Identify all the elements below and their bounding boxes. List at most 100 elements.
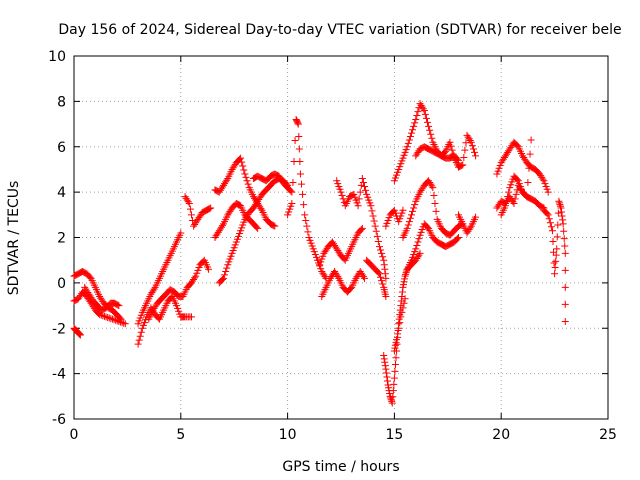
data-point — [542, 182, 550, 190]
data-point — [426, 126, 434, 134]
data-point — [505, 188, 513, 196]
series-arc-o — [318, 268, 368, 300]
data-point — [112, 316, 120, 324]
data-point — [236, 230, 244, 238]
data-point — [398, 209, 406, 217]
data-point — [307, 239, 315, 247]
data-point — [503, 197, 511, 205]
data-point — [393, 340, 401, 348]
data-point — [187, 313, 195, 321]
data-point — [380, 351, 388, 359]
data-point — [395, 165, 403, 173]
data-point — [96, 311, 104, 319]
data-point — [193, 269, 201, 277]
data-point — [383, 219, 391, 227]
x-tick-label: 10 — [279, 427, 297, 443]
data-point — [352, 196, 360, 204]
data-point — [392, 354, 400, 362]
data-point — [381, 358, 389, 366]
data-point — [390, 380, 398, 388]
data-point — [100, 312, 108, 320]
data-point — [288, 188, 296, 196]
data-point — [75, 329, 83, 337]
data-point — [410, 122, 418, 130]
data-point — [362, 186, 370, 194]
data-point — [296, 170, 304, 178]
series-arc-a — [70, 288, 129, 328]
data-point — [231, 241, 239, 249]
data-point — [447, 142, 455, 150]
data-point — [391, 361, 399, 369]
data-point — [396, 163, 404, 171]
data-point — [314, 256, 322, 264]
data-point — [393, 336, 401, 344]
data-point — [553, 233, 561, 241]
data-point — [238, 224, 246, 232]
data-point — [319, 252, 327, 260]
series-arc-j — [211, 199, 262, 241]
data-point — [407, 211, 415, 219]
data-point — [295, 133, 303, 141]
data-point — [227, 252, 235, 260]
data-point — [561, 249, 569, 257]
series-arc-t — [390, 295, 409, 355]
data-point — [507, 181, 515, 189]
data-point — [288, 199, 296, 207]
data-point — [553, 245, 561, 253]
data-point — [379, 280, 387, 288]
data-point — [496, 161, 504, 169]
data-point — [416, 231, 424, 239]
data-point — [299, 190, 307, 198]
data-point — [397, 160, 405, 168]
data-point — [284, 211, 292, 219]
data-point — [547, 223, 555, 231]
data-point — [414, 238, 422, 246]
data-point — [218, 222, 226, 230]
data-point — [390, 347, 398, 355]
data-point — [391, 367, 399, 375]
data-point — [223, 176, 231, 184]
data-point — [415, 235, 423, 243]
data-point — [406, 133, 414, 141]
data-point — [411, 248, 419, 256]
data-point — [410, 251, 418, 259]
data-point — [174, 304, 182, 312]
data-point — [511, 195, 519, 203]
data-point — [431, 199, 439, 207]
data-point — [390, 206, 398, 214]
series-arc-h — [181, 193, 215, 230]
data-point — [545, 215, 553, 223]
data-point — [517, 185, 525, 193]
data-point — [394, 168, 402, 176]
data-point — [195, 264, 203, 272]
x-axis-label: GPS time / hours — [282, 459, 399, 475]
data-point — [220, 274, 228, 282]
data-point — [321, 273, 329, 281]
data-point — [421, 110, 429, 118]
data-point — [398, 308, 406, 316]
data-point — [108, 315, 116, 323]
data-point — [403, 267, 411, 275]
data-point — [414, 108, 422, 116]
data-point — [522, 192, 530, 200]
data-point — [398, 157, 406, 165]
data-point — [385, 384, 393, 392]
data-point — [221, 271, 229, 279]
data-point — [466, 224, 474, 232]
data-point — [223, 264, 231, 272]
data-point — [525, 164, 533, 172]
data-point — [296, 157, 304, 165]
data-point — [117, 315, 125, 323]
data-point — [222, 268, 230, 276]
data-point — [135, 336, 143, 344]
data-point — [104, 313, 112, 321]
data-point — [462, 139, 470, 147]
data-point — [400, 299, 408, 307]
series-arc-c — [70, 324, 84, 339]
data-point — [448, 146, 456, 154]
series-arc-l — [249, 170, 296, 196]
data-point — [384, 216, 392, 224]
data-point — [185, 199, 193, 207]
data-point — [114, 301, 122, 309]
data-point — [116, 318, 124, 326]
